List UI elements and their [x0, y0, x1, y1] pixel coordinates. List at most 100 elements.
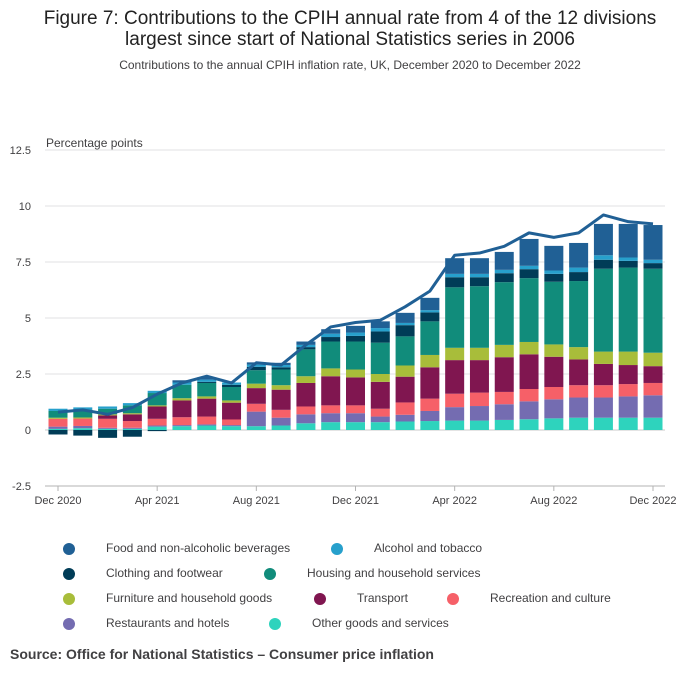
legend-swatch	[269, 618, 281, 630]
bar-segment	[346, 422, 365, 430]
legend-swatch	[314, 593, 326, 605]
bar-segment	[618, 417, 638, 430]
bar-segment	[172, 426, 192, 430]
bar-segment	[346, 413, 365, 423]
stacked-bar-chart: 12.5 10 7.5 5 2.5 0 -2.5 Percentage points Dec…	[10, 136, 677, 507]
bar-segment	[519, 238, 539, 266]
bar-segment	[172, 398, 192, 401]
bar-segment	[197, 381, 217, 383]
total-line	[57, 213, 654, 416]
legend-label[interactable]: Food and non-alcoholic beverages	[106, 541, 291, 555]
bar-segment	[271, 367, 291, 370]
bar-segment	[197, 398, 217, 417]
bar-segment	[197, 416, 217, 425]
bar-segment	[246, 364, 266, 367]
bar-segment	[122, 413, 142, 415]
bar-segment	[643, 225, 663, 260]
bar-segment	[643, 395, 663, 418]
bar-segment	[593, 351, 613, 364]
x-axis: Dec 2020 Apr 2021 Aug 2021 Dec 2021 Apr 2022…	[34, 485, 677, 507]
legend-swatch	[447, 593, 459, 605]
bar-segment	[469, 406, 489, 421]
bar-segment	[370, 416, 390, 423]
bar-segment	[618, 267, 638, 352]
bar-segment	[519, 419, 539, 430]
y-tick-label: -2.5	[12, 481, 31, 493]
bar-segment	[73, 428, 93, 430]
bar-segment	[569, 242, 589, 268]
x-tick-label: Dec 2021	[332, 495, 379, 507]
x-tick-label: Dec 2020	[34, 495, 81, 507]
bar-segment	[122, 403, 142, 406]
bar-segment	[321, 413, 341, 423]
bar-segment	[445, 273, 465, 278]
bar-segment	[346, 325, 365, 333]
bar-segment	[469, 258, 489, 274]
bar-segment	[147, 430, 167, 432]
bar-segment	[544, 344, 564, 357]
bar-segment	[197, 379, 217, 382]
bar-segment	[321, 368, 341, 377]
x-tick-label: Apr 2022	[432, 495, 477, 507]
bar-segment	[197, 425, 217, 430]
bar-segment	[321, 333, 341, 338]
legend-swatch	[264, 568, 276, 580]
y-tick-label: 12.5	[10, 145, 31, 157]
bar-segment	[618, 257, 638, 261]
legend-label[interactable]: Restaurants and hotels	[106, 616, 230, 630]
bar-segment	[197, 382, 217, 397]
bar-segment	[48, 428, 68, 430]
legend-label[interactable]: Clothing and footwear	[106, 566, 223, 580]
bar-segment	[569, 359, 589, 386]
bar-segment	[494, 391, 514, 405]
bar-segment	[420, 410, 440, 422]
bar-segment	[321, 376, 341, 406]
bar-segment	[445, 420, 465, 430]
legend-label[interactable]: Recreation and culture	[490, 591, 611, 605]
bar-segment	[494, 357, 514, 392]
bar-segment	[73, 417, 93, 419]
bar-segment	[271, 409, 291, 418]
bar-segment	[519, 389, 539, 402]
bar-segment	[98, 408, 118, 415]
legend-label[interactable]: Alcohol and tobacco	[374, 541, 483, 555]
bar-segment	[593, 397, 613, 418]
y-tick-label: 2.5	[16, 369, 31, 381]
bar-segment	[618, 260, 638, 268]
bar-segment	[48, 430, 68, 435]
bars	[48, 223, 663, 438]
bar-segment	[395, 336, 415, 366]
bar-segment	[420, 321, 440, 355]
bar-segment	[569, 281, 589, 348]
bar-segment	[172, 400, 192, 418]
bar-segment	[147, 426, 167, 430]
bar-segment	[494, 269, 514, 274]
bar-segment	[593, 268, 613, 352]
bar-segment	[445, 287, 465, 348]
legend-label[interactable]: Housing and household services	[307, 566, 481, 580]
bar-segment	[593, 259, 613, 269]
bar-segment	[494, 404, 514, 420]
bar-segment	[544, 281, 564, 345]
bar-segment	[246, 366, 266, 371]
legend-label[interactable]: Transport	[357, 591, 408, 605]
bar-segment	[469, 392, 489, 407]
bar-segment	[395, 402, 415, 415]
bar-segment	[122, 427, 142, 429]
bar-segment	[395, 322, 415, 326]
bar-segment	[172, 384, 192, 399]
bar-segment	[519, 354, 539, 390]
bar-segment	[370, 328, 390, 332]
legend-label[interactable]: Other goods and services	[312, 616, 449, 630]
bar-segment	[395, 421, 415, 430]
y-tick-label: 10	[19, 201, 31, 213]
legend-label[interactable]: Furniture and household goods	[106, 591, 273, 605]
bar-segment	[122, 405, 142, 414]
bar-segment	[172, 417, 192, 426]
bar-segment	[544, 399, 564, 419]
bar-segment	[271, 385, 291, 390]
bar-segment	[346, 377, 365, 406]
bar-segment	[643, 259, 663, 264]
bar-segment	[271, 389, 291, 410]
bar-segment	[147, 390, 167, 394]
